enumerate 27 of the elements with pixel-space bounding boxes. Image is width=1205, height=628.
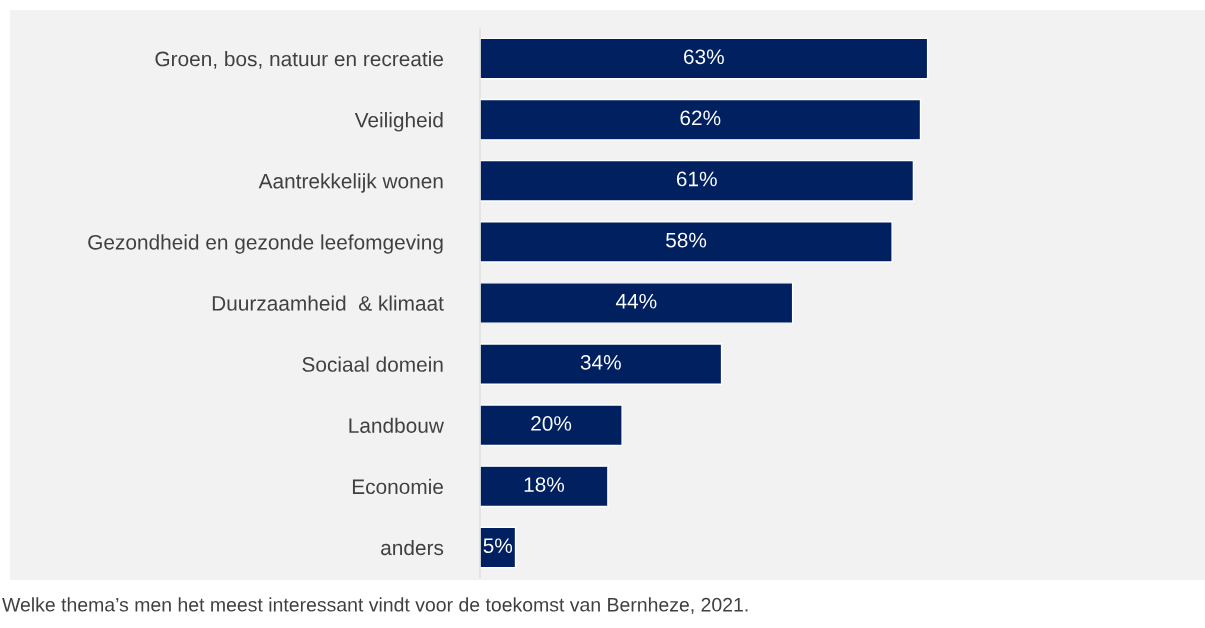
y-tick-label: Duurzaamheid & klimaat	[212, 295, 444, 311]
y-tick-label: Groen, bos, natuur en recreatie	[155, 51, 443, 69]
bar	[480, 282, 794, 324]
y-tick-label: Economie	[352, 478, 443, 495]
y-tick-label: Aantrekkelijk wonen	[258, 173, 443, 193]
bar	[480, 37, 929, 80]
y-tick-label: Gezondheid en gezonde leefomgeving	[88, 234, 443, 254]
bar	[480, 159, 915, 202]
data-label: 20%	[531, 416, 572, 431]
data-label: 34%	[580, 354, 621, 370]
data-label: 44%	[615, 293, 657, 309]
data-label: 63%	[684, 49, 724, 65]
bar	[480, 404, 623, 447]
y-tick-label: anders	[381, 539, 444, 556]
text: Welke thema’s men het meest interessant vindt voor de toekomst van Bernheze, 2021.	[2, 597, 748, 614]
data-label: 61%	[676, 171, 717, 187]
y-tick-label: Landbouw	[349, 417, 444, 433]
y-tick-label: Sociaal domein	[302, 356, 443, 372]
bar	[480, 98, 922, 141]
bar	[480, 221, 893, 263]
data-label: 58%	[666, 232, 707, 248]
data-label: 5%	[483, 538, 513, 554]
bar	[480, 343, 723, 385]
data-label: 18%	[524, 477, 565, 492]
bar	[480, 465, 609, 508]
y-tick-label: Veiligheid	[354, 112, 443, 132]
data-label: 62%	[680, 110, 721, 126]
